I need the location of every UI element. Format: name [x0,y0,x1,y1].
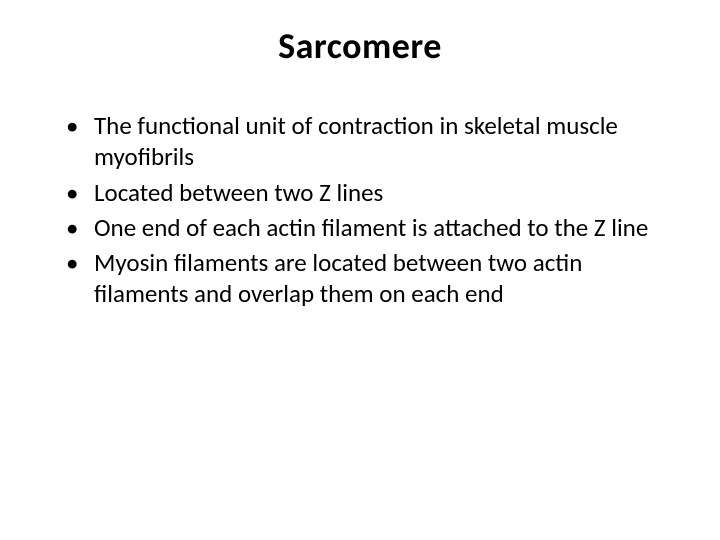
bullet-item: The functional unit of contraction in sk… [60,110,672,173]
bullet-item: One end of each actin filament is attach… [60,212,672,243]
slide-title: Sarcomere [48,24,672,68]
bullet-item: Located between two Z lines [60,177,672,208]
bullet-list: The functional unit of contraction in sk… [48,110,672,310]
slide-container: Sarcomere The functional unit of contrac… [0,0,720,540]
bullet-item: Myosin filaments are located between two… [60,247,672,310]
